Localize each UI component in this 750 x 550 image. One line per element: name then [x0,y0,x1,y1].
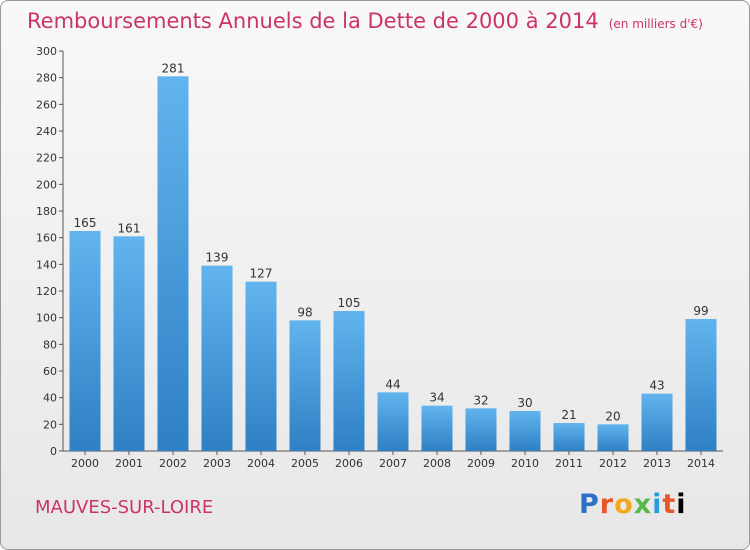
x-tick-label-2009: 2009 [467,457,495,470]
x-tick-label-2014: 2014 [687,457,715,470]
y-tick-label: 140 [36,258,57,271]
unit-label: (en milliers d'€) [608,17,703,31]
value-label-2007: 44 [385,377,400,391]
y-tick-label: 120 [36,285,57,298]
bar-2012 [597,424,629,451]
value-label-2013: 43 [649,379,664,393]
x-tick-label-2011: 2011 [555,457,583,470]
x-tick-label-2013: 2013 [643,457,671,470]
bar-2003 [201,265,233,451]
x-tick-label-2000: 2000 [71,457,99,470]
value-label-2003: 139 [206,251,229,265]
bars: 165 161 281 139 127 98 105 44 34 32 30 21 20 43 99 [69,61,717,451]
y-tick-label: 180 [36,205,57,218]
bar-2004 [245,281,277,451]
bar-2010 [509,411,541,451]
bar-2005 [289,320,321,451]
bar-2006 [333,311,365,451]
bar-2011 [553,423,585,451]
value-label-2002: 281 [162,61,185,75]
value-label-2004: 127 [250,267,273,281]
bar-2009 [465,408,497,451]
x-tick-label-2005: 2005 [291,457,319,470]
x-tick-label-2007: 2007 [379,457,407,470]
value-label-2011: 21 [561,408,576,422]
y-tick-label: 160 [36,232,57,245]
axes: 0204060801001201401601802002202402602803… [36,45,723,470]
value-label-2014: 99 [693,304,708,318]
y-tick-label: 240 [36,125,57,138]
x-tick-label-2012: 2012 [599,457,627,470]
proxiti-logo: Proxiti [579,489,687,520]
bar-2000 [69,231,101,451]
x-tick-label-2001: 2001 [115,457,143,470]
bar-2014 [685,319,717,451]
x-tick-label-2002: 2002 [159,457,187,470]
y-tick-label: 280 [36,72,57,85]
value-label-2012: 20 [605,409,620,423]
title-text: Remboursements Annuels de la Dette de 20… [27,9,599,33]
bar-2002 [157,76,189,451]
value-label-2001: 161 [118,221,141,235]
y-tick-label: 200 [36,178,57,191]
y-tick-label: 0 [50,445,57,458]
bar-2013 [641,393,673,451]
y-tick-label: 40 [43,392,57,405]
value-label-2006: 105 [338,296,361,310]
y-tick-label: 220 [36,152,57,165]
bar-2007 [377,392,409,451]
bar-2001 [113,236,145,451]
value-label-2000: 165 [74,216,97,230]
y-tick-label: 260 [36,98,57,111]
value-label-2010: 30 [517,396,532,410]
chart-title: Remboursements Annuels de la Dette de 20… [27,9,703,33]
y-tick-label: 100 [36,312,57,325]
bar-2008 [421,405,453,451]
x-tick-label-2008: 2008 [423,457,451,470]
x-tick-label-2003: 2003 [203,457,231,470]
y-tick-label: 80 [43,338,57,351]
x-tick-label-2006: 2006 [335,457,363,470]
y-tick-label: 60 [43,365,57,378]
value-label-2008: 34 [429,391,444,405]
value-label-2005: 98 [297,305,312,319]
city-name: MAUVES-SUR-LOIRE [35,497,214,518]
x-tick-label-2010: 2010 [511,457,539,470]
y-tick-label: 300 [36,45,57,58]
x-tick-label-2004: 2004 [247,457,275,470]
value-label-2009: 32 [473,393,488,407]
y-tick-label: 20 [43,418,57,431]
